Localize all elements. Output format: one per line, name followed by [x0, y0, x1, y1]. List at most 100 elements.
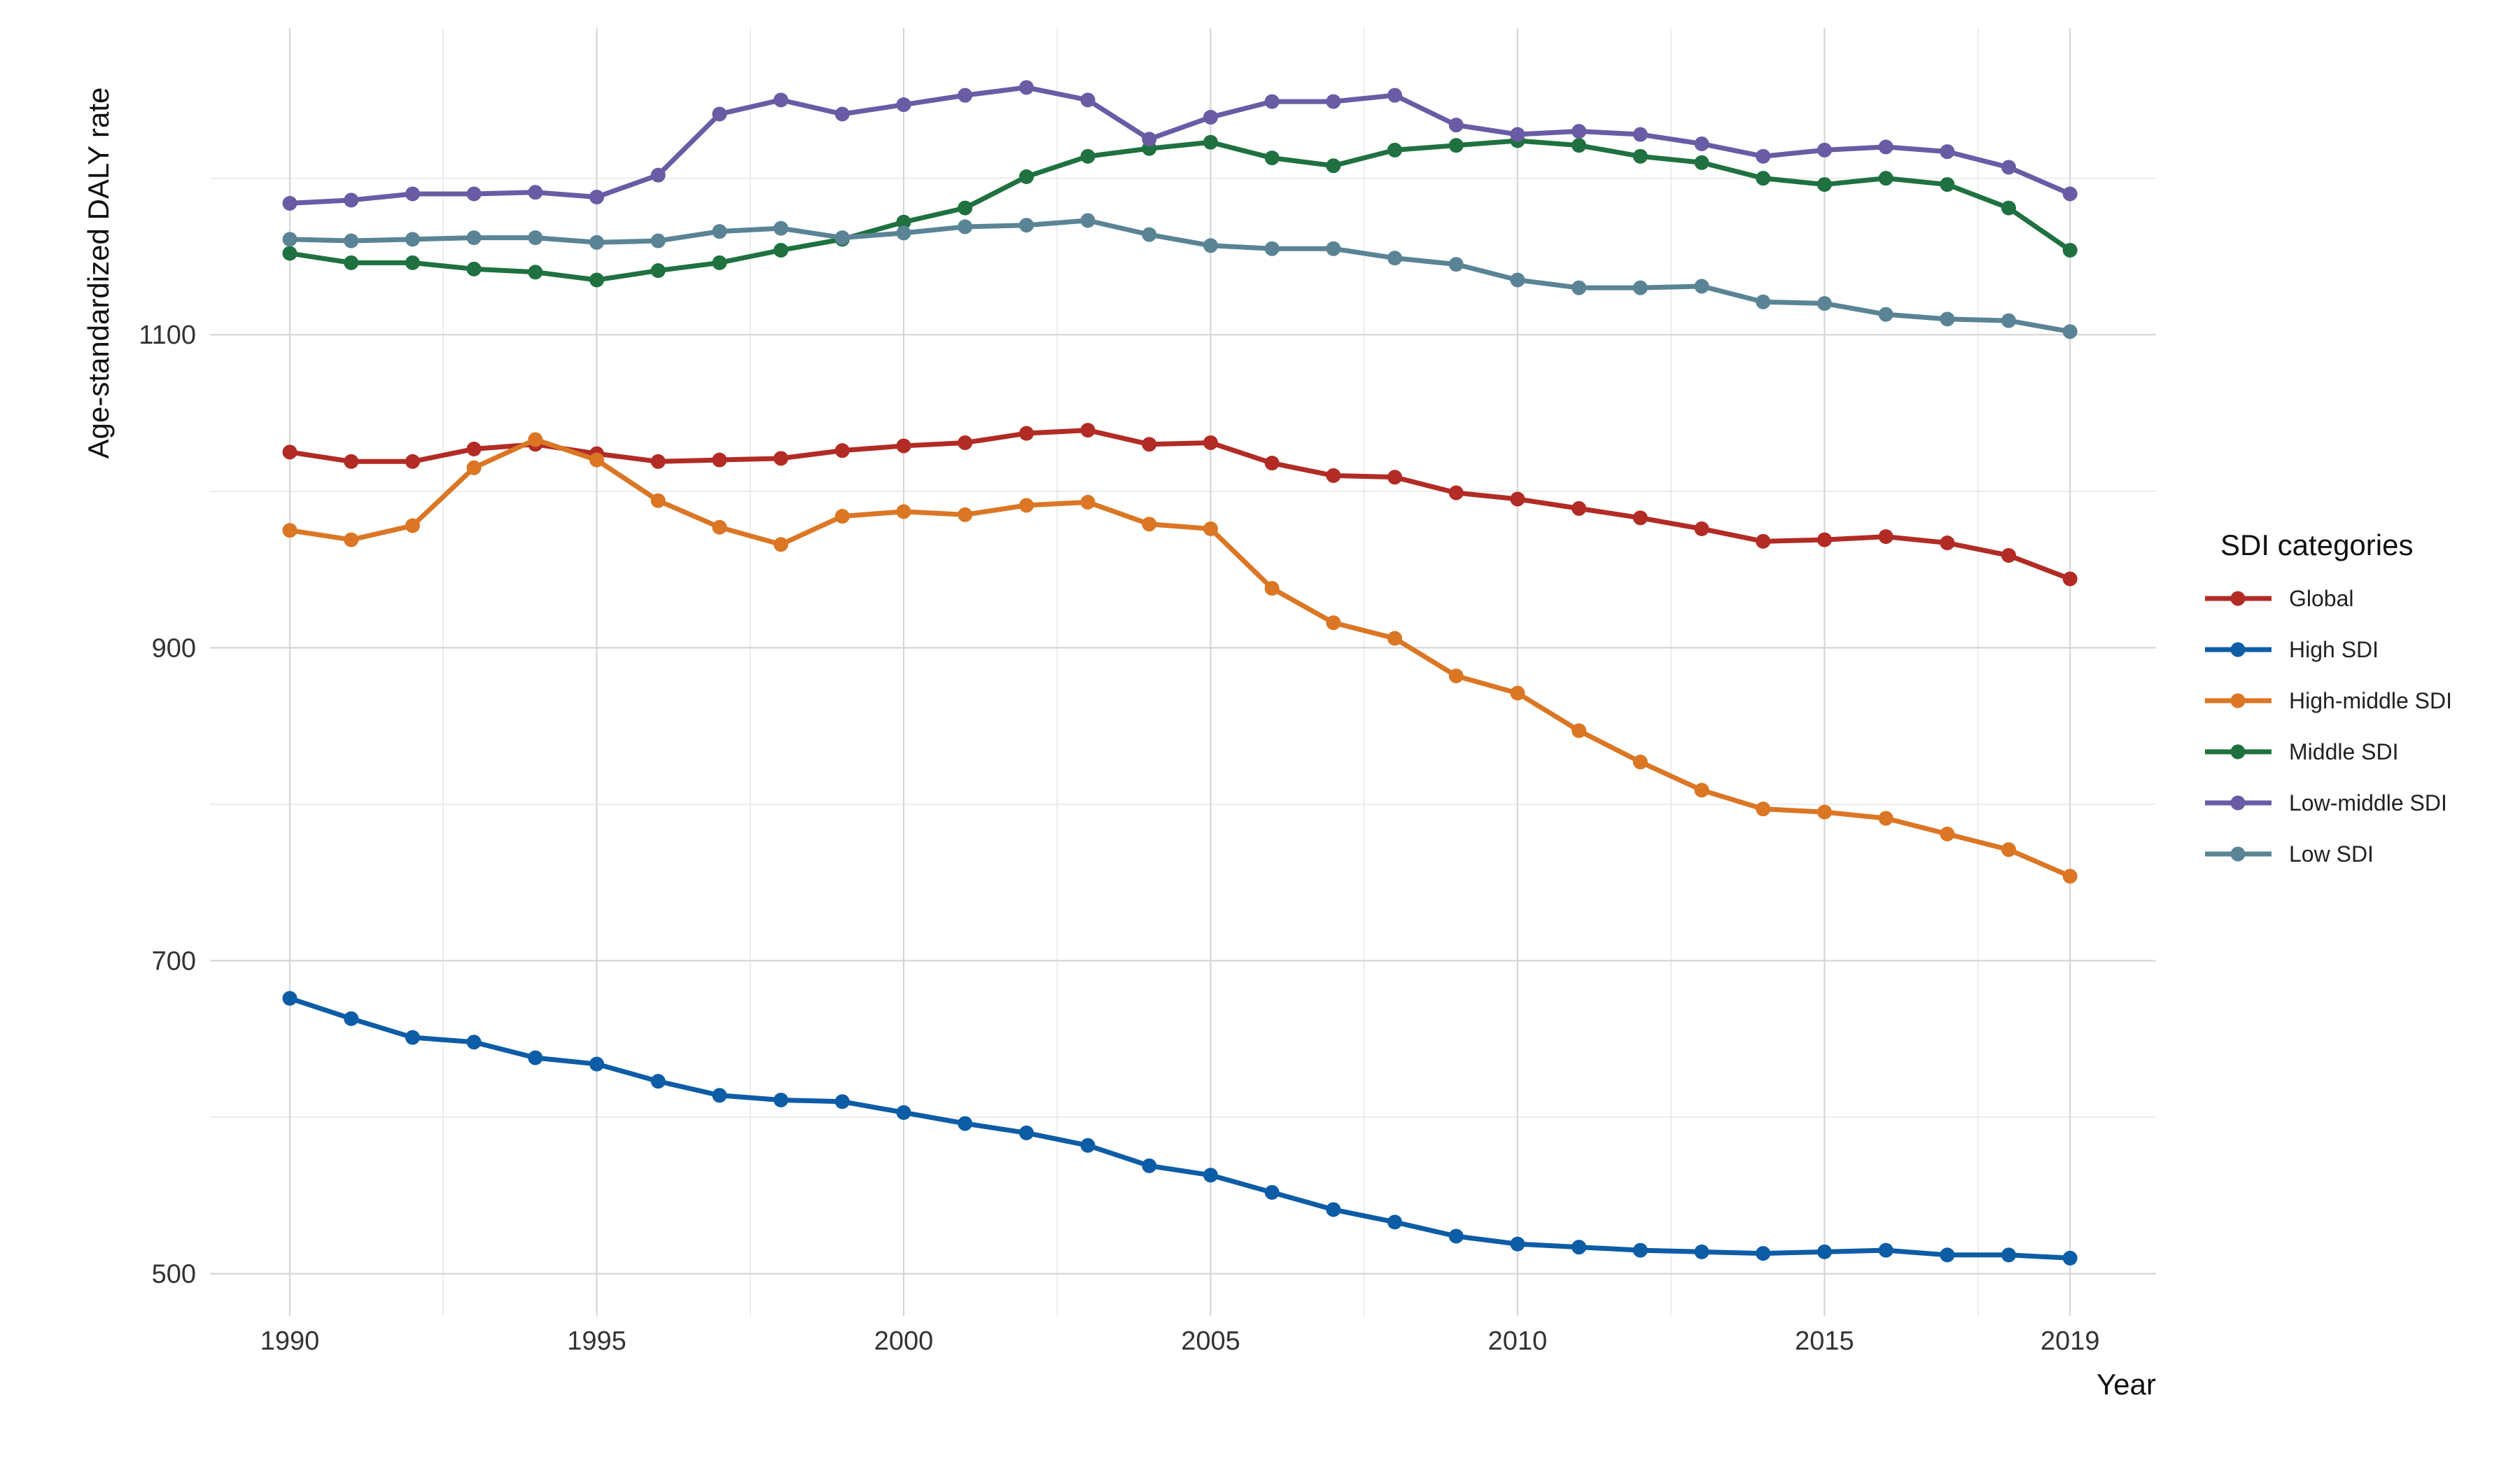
data-point-high-middle-sdi [1142, 517, 1157, 532]
x-tick-label: 2005 [1181, 1326, 1240, 1356]
data-point-high-middle-sdi [958, 507, 973, 522]
data-point-low-sdi [1387, 251, 1403, 266]
data-point-high-middle-sdi [774, 537, 789, 552]
legend-title: SDI categories [2220, 528, 2413, 561]
data-point-low-sdi [2001, 313, 2017, 328]
data-point-low-sdi [528, 230, 543, 246]
data-point-global [1756, 533, 1771, 549]
data-point-middle-sdi [774, 242, 789, 258]
data-point-global [1816, 532, 1832, 547]
data-point-high-sdi [774, 1092, 789, 1107]
data-point-high-middle-sdi [282, 523, 298, 538]
data-point-low-sdi [712, 224, 727, 239]
data-point-low-sdi [650, 233, 666, 248]
y-tick-label: 900 [152, 634, 196, 663]
data-point-low-middle-sdi [1756, 148, 1771, 164]
data-point-low-sdi [1142, 227, 1157, 242]
series-lines [282, 80, 2078, 1266]
data-point-global [958, 435, 973, 450]
data-point-low-middle-sdi [1510, 127, 1525, 142]
data-point-high-sdi [405, 1030, 420, 1045]
data-point-low-middle-sdi [712, 106, 727, 122]
x-tick-label: 2015 [1795, 1326, 1854, 1356]
data-point-middle-sdi [1572, 138, 1587, 153]
series-line-low-sdi [287, 218, 2073, 335]
data-point-middle-sdi [896, 214, 911, 230]
axes: 500 700 900 1100 1990 1995 2000 2005 2010 2015 201… [139, 321, 2099, 1356]
data-point-high-middle-sdi [2001, 842, 2017, 858]
data-point-high-middle-sdi [1816, 804, 1832, 820]
data-point-low-middle-sdi [1816, 142, 1832, 158]
series-line-low-middle-sdi [287, 85, 2073, 206]
data-point-global [282, 444, 298, 460]
data-point-middle-sdi [1448, 138, 1464, 153]
data-point-global [896, 438, 911, 454]
data-point-low-sdi [344, 233, 359, 248]
data-point-global [344, 454, 359, 469]
data-point-low-middle-sdi [958, 88, 973, 103]
data-point-global [1326, 468, 1341, 483]
y-tick-label: 1100 [139, 321, 196, 350]
legend-item-high-sdi: High SDI [2205, 637, 2379, 662]
data-point-high-sdi [834, 1094, 850, 1110]
data-point-high-middle-sdi [1387, 631, 1403, 646]
data-point-high-middle-sdi [1694, 783, 1709, 798]
data-point-low-middle-sdi [1142, 132, 1157, 147]
data-point-high-middle-sdi [1448, 668, 1464, 684]
data-point-high-middle-sdi [1940, 826, 1955, 841]
legend-swatch-dot [2230, 693, 2246, 708]
data-point-high-sdi [1940, 1247, 1955, 1263]
data-point-middle-sdi [2001, 200, 2017, 216]
data-point-low-sdi [1816, 295, 1832, 311]
data-point-low-sdi [958, 219, 973, 234]
data-point-high-sdi [589, 1056, 604, 1072]
data-point-low-middle-sdi [344, 192, 359, 208]
data-point-middle-sdi [958, 200, 973, 216]
x-tick-label: 2019 [2040, 1326, 2100, 1356]
data-point-low-middle-sdi [2001, 160, 2017, 175]
data-point-global [2062, 571, 2078, 587]
data-point-high-middle-sdi [344, 532, 359, 547]
data-point-low-middle-sdi [1326, 94, 1341, 109]
data-point-high-sdi [2001, 1247, 2017, 1263]
data-point-high-middle-sdi [1018, 498, 1034, 513]
data-point-high-sdi [282, 990, 298, 1006]
data-point-middle-sdi [1080, 148, 1096, 164]
data-point-low-sdi [1940, 312, 1955, 327]
data-point-middle-sdi [650, 263, 666, 279]
data-point-low-sdi [589, 234, 604, 250]
data-point-low-middle-sdi [589, 189, 604, 204]
y-tick-label: 500 [152, 1260, 196, 1289]
data-point-low-middle-sdi [1203, 109, 1218, 125]
data-point-low-middle-sdi [1264, 94, 1280, 109]
data-point-global [1878, 529, 1893, 545]
legend-swatch-dot [2230, 846, 2246, 862]
data-point-middle-sdi [1326, 158, 1341, 174]
legend-item-high-middle-sdi: High-middle SDI [2205, 688, 2452, 713]
data-point-global [1694, 521, 1709, 536]
data-point-high-sdi [1264, 1184, 1280, 1200]
legend-label: High SDI [2289, 637, 2379, 662]
legend-label: High-middle SDI [2289, 688, 2452, 713]
series-high-middle-sdi [282, 432, 2078, 884]
x-tick-label: 2010 [1488, 1326, 1548, 1356]
data-point-high-middle-sdi [528, 432, 543, 447]
data-point-low-middle-sdi [1387, 88, 1403, 103]
data-point-high-middle-sdi [1080, 494, 1096, 510]
series-line-global [287, 428, 2073, 582]
data-point-global [1510, 491, 1525, 507]
data-point-global [774, 451, 789, 466]
series-line-high-middle-sdi [287, 437, 2073, 879]
data-point-low-middle-sdi [1018, 80, 1034, 95]
data-point-low-sdi [466, 230, 482, 246]
data-point-global [1387, 470, 1403, 485]
data-point-middle-sdi [1816, 177, 1832, 192]
data-point-high-middle-sdi [1264, 580, 1280, 596]
data-point-middle-sdi [466, 261, 482, 276]
legend-swatch-dot [2230, 744, 2246, 760]
data-point-low-middle-sdi [1448, 118, 1464, 133]
data-point-high-sdi [1326, 1202, 1341, 1217]
data-point-high-sdi [1756, 1246, 1771, 1261]
data-point-low-middle-sdi [1632, 127, 1648, 142]
x-tick-label: 1995 [567, 1326, 626, 1356]
